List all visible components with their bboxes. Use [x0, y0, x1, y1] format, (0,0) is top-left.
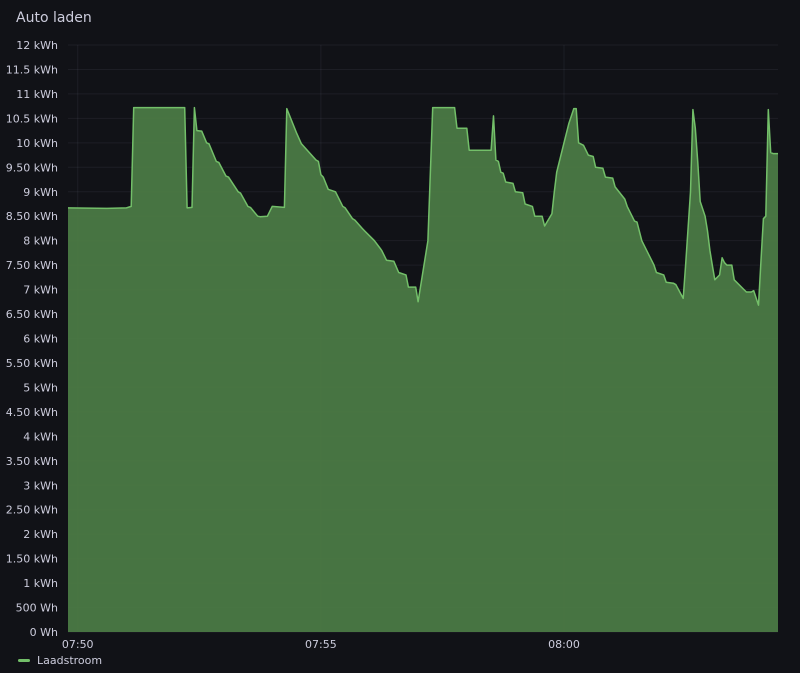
y-tick-label: 9.50 kWh: [6, 161, 58, 174]
legend-label: Laadstroom: [37, 654, 103, 667]
y-tick-label: 12 kWh: [16, 39, 58, 52]
y-tick-label: 4.50 kWh: [6, 406, 58, 419]
x-axis: 07:50 07:55 08:00: [62, 638, 580, 651]
y-tick-label: 8 kWh: [23, 235, 58, 248]
y-tick-label: 3 kWh: [23, 479, 58, 492]
y-tick-label: 2.50 kWh: [6, 504, 58, 517]
y-tick-label: 10 kWh: [16, 137, 58, 150]
y-tick-label: 9 kWh: [23, 186, 58, 199]
y-tick-label: 2 kWh: [23, 528, 58, 541]
y-tick-label: 5 kWh: [23, 381, 58, 394]
x-tick-label: 08:00: [548, 638, 580, 651]
legend[interactable]: Laadstroom: [18, 654, 102, 667]
y-tick-label: 1 kWh: [23, 577, 58, 590]
series-area: [68, 107, 778, 633]
y-tick-label: 11 kWh: [16, 88, 58, 101]
y-tick-label: 3.50 kWh: [6, 455, 58, 468]
y-tick-label: 10.5 kWh: [6, 112, 58, 125]
y-tick-label: 7 kWh: [23, 284, 58, 297]
y-tick-label: 500 Wh: [16, 602, 58, 615]
panel-title: Auto laden: [16, 10, 92, 26]
y-tick-label: 6 kWh: [23, 333, 58, 346]
legend-swatch: [18, 659, 30, 662]
y-tick-label: 6.50 kWh: [6, 308, 58, 321]
series-layer: [67, 106, 778, 633]
y-axis: 0 Wh 500 Wh 1 kWh 1.50 kWh 2 kWh 2.50 kWh 3 kW…: [6, 39, 58, 639]
y-tick-label: 8.50 kWh: [6, 210, 58, 223]
y-tick-label: 4 kWh: [23, 430, 58, 443]
y-tick-label: 0 Wh: [30, 626, 58, 639]
y-tick-label: 5.50 kWh: [6, 357, 58, 370]
y-tick-label: 7.50 kWh: [6, 259, 58, 272]
y-tick-label: 1.50 kWh: [6, 553, 58, 566]
y-tick-label: 11.5 kWh: [6, 63, 58, 76]
x-tick-label: 07:55: [305, 638, 337, 651]
series-line[interactable]: [67, 106, 778, 306]
x-tick-label: 07:50: [62, 638, 94, 651]
